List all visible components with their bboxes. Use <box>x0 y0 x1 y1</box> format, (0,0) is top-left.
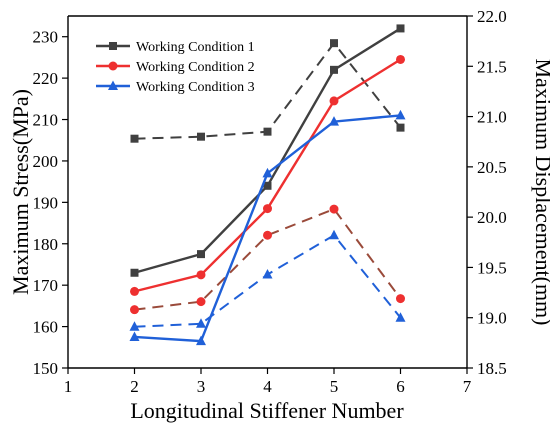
stress-point-1 <box>330 65 338 74</box>
stress-point-3 <box>262 167 273 178</box>
legend-marker-2 <box>108 61 118 71</box>
right-y-axis-ticks: 18.5 19.0 19.5 20.0 20.5 21.0 21.5 22.0 <box>467 7 507 378</box>
displacement-point-1 <box>130 134 139 143</box>
stress-point-2 <box>396 54 405 64</box>
x-tick-label: 6 <box>396 377 405 396</box>
left-y-axis-ticks: 150 160 170 180 190 200 210 220 230 <box>33 28 68 378</box>
x-tick-label: 1 <box>64 377 73 396</box>
x-axis-title: Longitudinal Stiffener Number <box>130 398 404 423</box>
left-y-axis-title: Maximum Stress(MPa) <box>8 89 33 295</box>
displacement-point-1 <box>197 132 205 141</box>
displacement-point-3 <box>262 268 273 279</box>
legend-label-3: Working Condition 3 <box>136 80 255 95</box>
x-tick-label: 2 <box>130 377 139 396</box>
right-y-tick-label: 20.5 <box>477 158 507 177</box>
stress-point-1 <box>130 268 139 277</box>
stress-point-3 <box>395 109 406 120</box>
legend: Working Condition 1 Working Condition 2 Wo… <box>96 40 255 95</box>
left-y-tick-label: 210 <box>33 111 59 130</box>
right-y-tick-label: 19.0 <box>477 309 507 328</box>
stress-point-1 <box>396 24 405 33</box>
stress-point-2 <box>130 286 139 296</box>
right-y-axis-title: Maximum Displacement(mm) <box>531 59 550 326</box>
displacement-point-2 <box>130 305 139 315</box>
legend-label-1: Working Condition 1 <box>136 40 255 55</box>
displacement-lines <box>129 39 406 331</box>
left-y-tick-label: 220 <box>33 69 59 88</box>
x-tick-label: 4 <box>263 377 272 396</box>
right-y-tick-label: 19.5 <box>477 258 507 277</box>
stress-point-3 <box>196 335 206 346</box>
left-y-tick-label: 170 <box>33 276 59 295</box>
right-y-tick-label: 21.0 <box>477 108 507 127</box>
stress-point-3 <box>129 331 140 341</box>
left-y-tick-label: 160 <box>33 318 59 337</box>
x-tick-label: 5 <box>330 377 339 396</box>
displacement-point-1 <box>263 127 272 136</box>
stress-point-1 <box>197 250 205 259</box>
left-y-tick-label: 190 <box>33 193 59 212</box>
x-tick-label: 7 <box>463 377 472 396</box>
stress-point-2 <box>329 96 339 106</box>
displacement-point-1 <box>396 123 405 132</box>
right-y-tick-label: 20.0 <box>477 208 507 227</box>
displacement-point-2 <box>329 204 339 214</box>
stress-point-2 <box>263 204 272 214</box>
displacement-point-3 <box>129 321 140 331</box>
right-y-tick-label: 21.5 <box>477 57 507 76</box>
displacement-point-3 <box>196 318 206 328</box>
stress-lines <box>129 24 406 346</box>
left-y-tick-label: 230 <box>33 28 59 47</box>
right-y-tick-label: 18.5 <box>477 359 507 378</box>
displacement-point-3 <box>395 312 406 322</box>
legend-label-2: Working Condition 2 <box>136 60 255 75</box>
displacement-line-2 <box>134 207 402 311</box>
stress-point-1 <box>263 181 272 190</box>
right-y-tick-label: 22.0 <box>477 7 507 26</box>
plot-frame <box>67 15 468 369</box>
legend-marker-1 <box>109 42 117 50</box>
displacement-point-1 <box>330 39 338 48</box>
x-axis-ticks: 1 2 3 4 5 6 7 <box>64 368 472 396</box>
left-y-tick-label: 200 <box>33 152 59 171</box>
displacement-point-3 <box>329 229 339 240</box>
stress-point-3 <box>329 116 339 126</box>
legend-marker-3 <box>108 80 118 90</box>
displacement-point-2 <box>396 294 405 304</box>
left-y-tick-label: 150 <box>33 359 59 378</box>
stress-point-2 <box>196 270 206 280</box>
displacement-point-2 <box>196 297 206 307</box>
left-y-tick-label: 180 <box>33 235 59 254</box>
displacement-point-2 <box>263 230 272 240</box>
x-tick-label: 3 <box>197 377 206 396</box>
stress-line-3 <box>134 114 401 343</box>
